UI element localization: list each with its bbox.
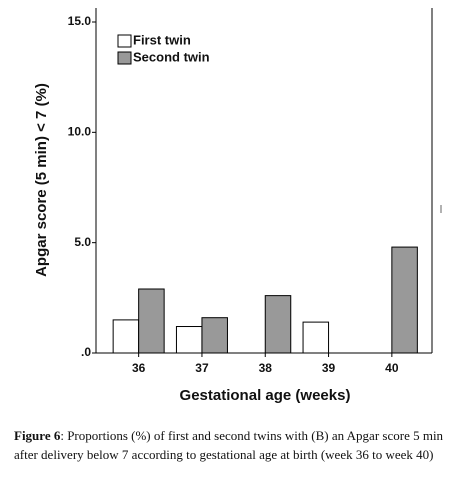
bar xyxy=(391,246,418,354)
x-tick-label: 38 xyxy=(259,361,273,375)
y-tick-label: 5.0 xyxy=(74,235,91,249)
x-tick-label: 39 xyxy=(322,361,336,375)
bar xyxy=(201,317,228,354)
x-tick-label: 40 xyxy=(385,361,399,375)
x-tick-label: 36 xyxy=(132,361,146,375)
y-tick-label: .0 xyxy=(81,345,91,359)
legend-label: First twin xyxy=(133,32,191,47)
caption-text: : Proportions (%) of first and second tw… xyxy=(14,428,444,462)
legend-swatch xyxy=(117,34,132,48)
legend-label: Second twin xyxy=(133,49,210,64)
bar xyxy=(112,319,140,354)
x-axis-label: Gestational age (weeks) xyxy=(180,387,351,404)
caption: Figure 6: Proportions (%) of first and s… xyxy=(14,426,454,464)
y-tick-label: 10.0 xyxy=(68,125,92,139)
caption-label: Figure 6 xyxy=(14,428,61,443)
y-tick-label: 15.0 xyxy=(68,14,92,28)
bar xyxy=(138,288,165,354)
bar xyxy=(264,295,292,354)
bar xyxy=(302,321,330,354)
legend-swatch xyxy=(117,51,132,65)
chart: Gestational age (weeks) Apgar score (5 m… xyxy=(33,8,442,404)
y-axis-label: Apgar score (5 min) < 7 (%) xyxy=(33,83,50,277)
x-tick-label: 37 xyxy=(195,361,209,375)
bar xyxy=(175,326,203,354)
